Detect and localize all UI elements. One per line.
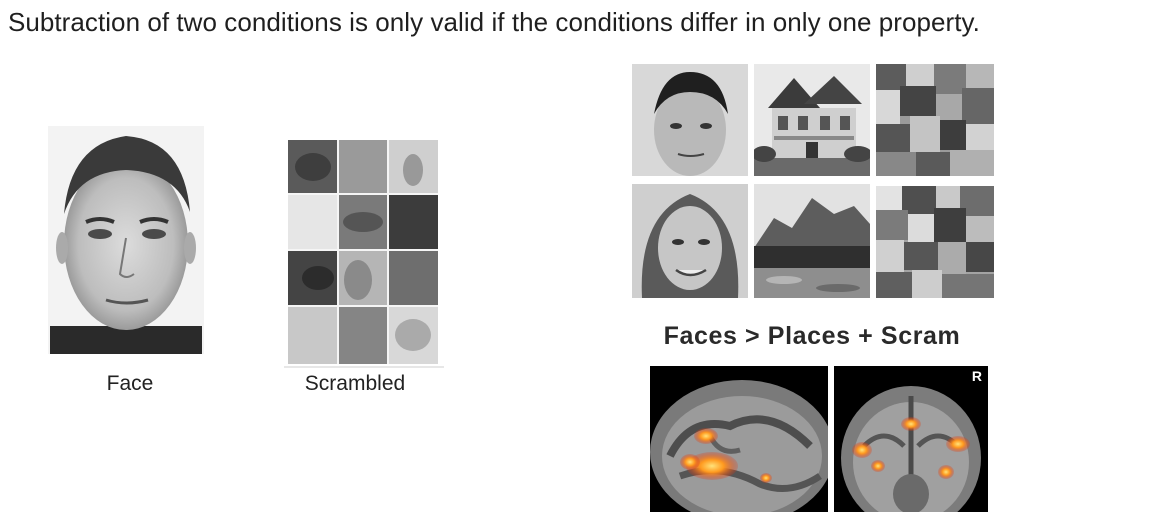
face-photo [48,126,204,354]
landscape-photo [754,184,870,298]
scrambled-caption: Scrambled [304,372,406,395]
sagittal-brain-scan [650,366,828,512]
slide-heading: Subtraction of two conditions is only va… [8,7,980,37]
scrambled-landscape-photo [876,186,994,298]
contrast-label: Faces > Places + Scram [663,322,961,350]
scrambled-face-photo [284,136,444,368]
coronal-brain-scan: R [834,366,988,512]
male-face-photo [632,64,748,176]
hemisphere-marker: R [971,368,982,384]
female-face-photo [632,184,748,298]
house-photo [754,64,870,176]
scrambled-house-photo [876,64,994,176]
face-caption: Face [106,372,154,395]
